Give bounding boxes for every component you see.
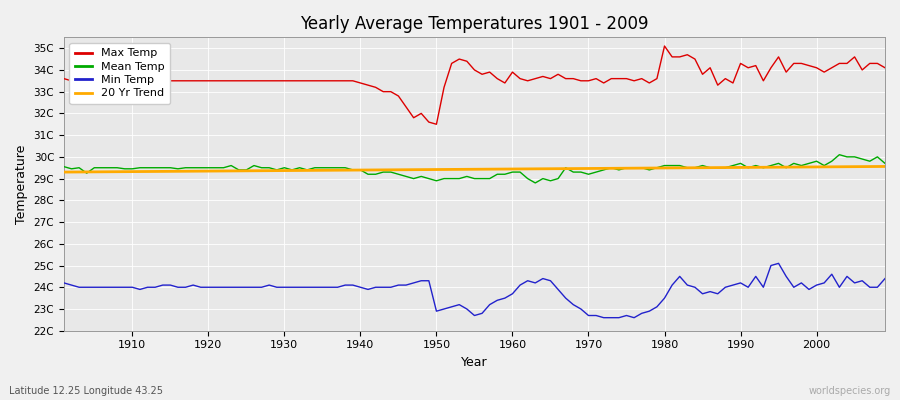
Legend: Max Temp, Mean Temp, Min Temp, 20 Yr Trend: Max Temp, Mean Temp, Min Temp, 20 Yr Tre… <box>69 43 170 104</box>
Text: Latitude 12.25 Longitude 43.25: Latitude 12.25 Longitude 43.25 <box>9 386 163 396</box>
Text: worldspecies.org: worldspecies.org <box>809 386 891 396</box>
Y-axis label: Temperature: Temperature <box>15 144 28 224</box>
Title: Yearly Average Temperatures 1901 - 2009: Yearly Average Temperatures 1901 - 2009 <box>301 15 649 33</box>
X-axis label: Year: Year <box>461 356 488 369</box>
